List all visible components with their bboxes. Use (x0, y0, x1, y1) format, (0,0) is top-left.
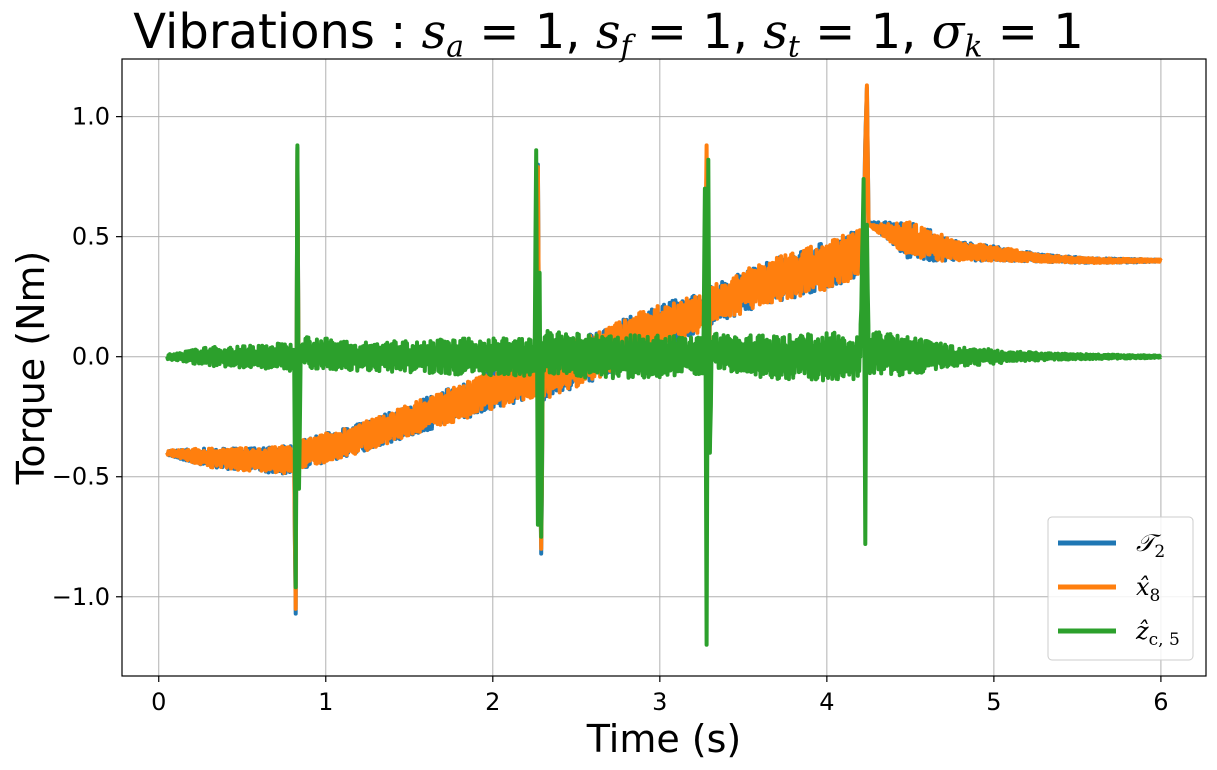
chart-title: Vibrations : sa = 1, sf = 1, st = 1, σk … (133, 4, 1084, 65)
series-line-x8 (165, 83, 1163, 611)
legend-label: ẑc, 5 (1135, 617, 1180, 650)
title-param-sigmak: σk (931, 4, 983, 65)
y-tick-label: 0.0 (72, 343, 110, 371)
legend: 𝒯2 x̂8 ẑc, 5 (1047, 516, 1194, 661)
y-tick-label: 0.5 (72, 223, 110, 251)
x-tick-label: 3 (652, 688, 667, 716)
title-param-sigmak-value: = 1 (997, 4, 1084, 60)
x-tick-label: 5 (986, 688, 1001, 716)
x-tick-label: 0 (151, 688, 166, 716)
title-param-sa: sa (421, 4, 465, 65)
x-axis-label: Time (s) (586, 717, 742, 761)
title-param-sa-value: = 1 (479, 4, 566, 60)
x-tick-labels: 0 1 2 3 4 5 6 (151, 688, 1168, 716)
legend-items: 𝒯2 x̂8 ẑc, 5 (1058, 529, 1180, 650)
title-param-sf: sf (595, 4, 632, 65)
legend-box (1047, 516, 1194, 661)
legend-item-zc5: ẑc, 5 (1058, 617, 1180, 650)
series-line-zc5 (165, 143, 1163, 647)
title-param-st-value: = 1 (815, 4, 902, 60)
tick-marks (116, 116, 1162, 682)
legend-item-T2: 𝒯2 (1058, 529, 1165, 562)
plot-frame (121, 58, 1207, 677)
y-tick-label: −0.5 (52, 463, 110, 491)
y-tick-label: −1.0 (52, 583, 110, 611)
y-tick-label: 1.0 (72, 103, 110, 131)
legend-label: x̂8 (1136, 573, 1160, 606)
title-param-st: st (763, 4, 800, 65)
x-tick-label: 6 (1153, 688, 1168, 716)
y-axis-label: Torque (Nm) (9, 251, 53, 486)
chart-title-prefix: Vibrations : (133, 4, 422, 60)
x-tick-label: 2 (485, 688, 500, 716)
title-param-sf-value: = 1 (646, 4, 733, 60)
y-tick-labels: −1.0 −0.5 0.0 0.5 1.0 (52, 103, 110, 611)
x-tick-label: 4 (819, 688, 834, 716)
series-layer (165, 83, 1163, 647)
legend-item-x8: x̂8 (1058, 573, 1160, 606)
x-tick-label: 1 (318, 688, 333, 716)
